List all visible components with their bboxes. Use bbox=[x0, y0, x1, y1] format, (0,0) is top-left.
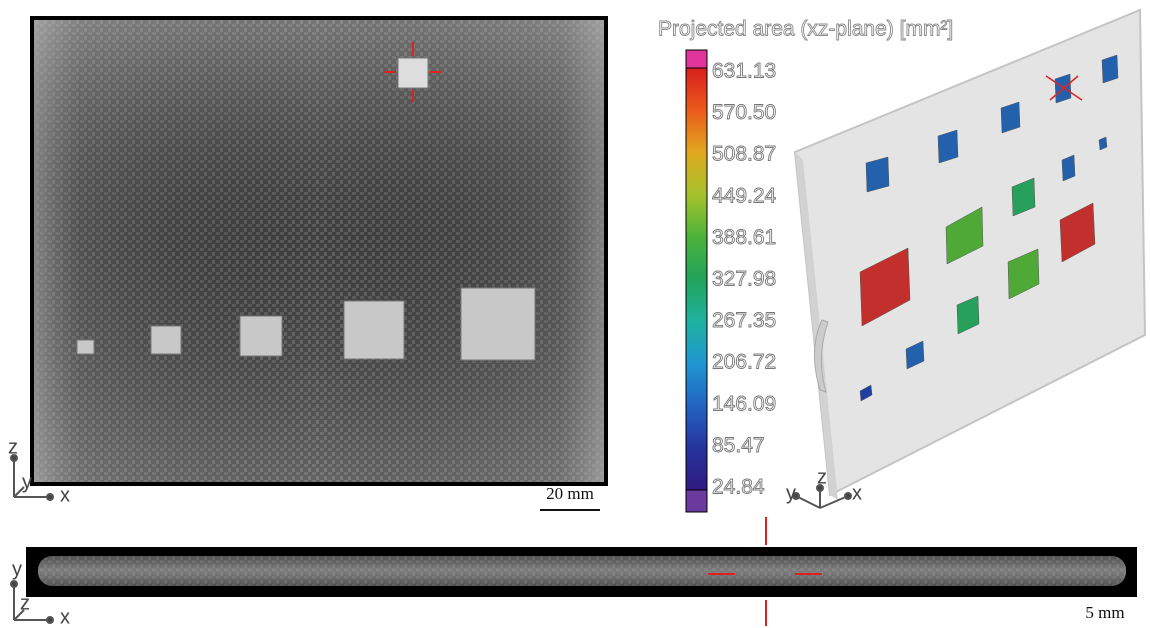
model-view: y z x bbox=[786, 10, 1145, 508]
colorbar-tick-label: 631.13 bbox=[712, 60, 776, 83]
colorbar-tick-label: 206.72 bbox=[712, 351, 776, 374]
colorbar-tick-label: 508.87 bbox=[712, 143, 776, 166]
colorbar-title: Projected area (xz-plane) [mm²] bbox=[658, 18, 953, 41]
scale-bar-label: 5 mm bbox=[1085, 603, 1124, 622]
scale-bar-label: 20 mm bbox=[546, 484, 594, 503]
axis-label: x bbox=[60, 484, 70, 506]
colorbar-tick-label: 24.84 bbox=[712, 476, 765, 499]
axis-label: y bbox=[22, 471, 32, 493]
colorbar-tick-label: 449.24 bbox=[712, 184, 777, 207]
colorbar-tick-label: 85.47 bbox=[712, 434, 765, 457]
axis-label: z bbox=[20, 592, 30, 614]
colorbar-tick-label: 327.98 bbox=[712, 268, 776, 291]
axis-label: z bbox=[8, 436, 18, 458]
colorbar-tick-label: 570.50 bbox=[712, 101, 776, 124]
axis-label: x bbox=[852, 482, 862, 504]
colorbar-tick-label: 146.09 bbox=[712, 392, 776, 415]
axis-label: x bbox=[60, 606, 70, 628]
top-view: 5 mm y z x bbox=[11, 517, 1137, 628]
axis-label: z bbox=[817, 466, 827, 488]
axis-label: y bbox=[12, 558, 22, 580]
axis-label: y bbox=[786, 482, 796, 504]
figure: 20 mm z y x Projected area (xz-plane) [m… bbox=[0, 0, 1150, 628]
front-view: 20 mm z y x bbox=[8, 16, 608, 510]
colorbar-tick-label: 267.35 bbox=[712, 309, 776, 332]
colorbar-tick-label: 388.61 bbox=[712, 226, 776, 249]
